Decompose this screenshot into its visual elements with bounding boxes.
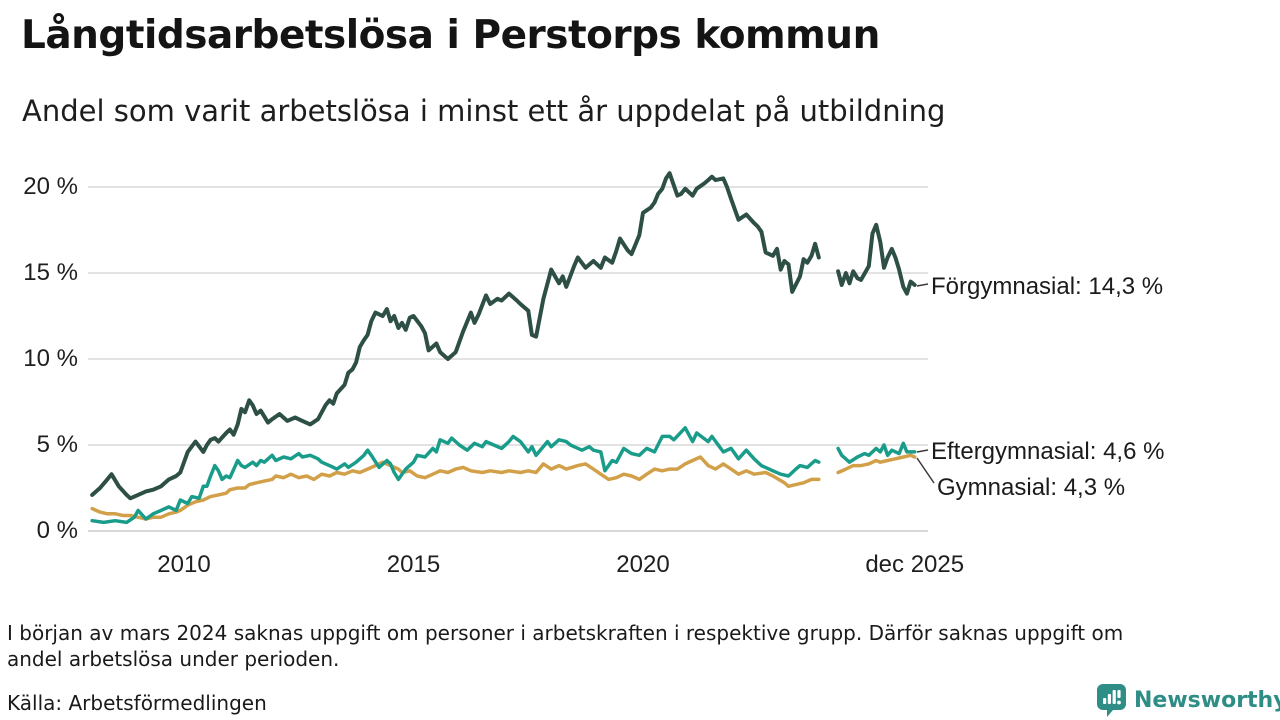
y-tick-label: 20 %: [23, 173, 78, 200]
y-tick-label: 10 %: [23, 345, 78, 372]
chart-subtitle: Andel som varit arbetslösa i minst ett å…: [22, 94, 946, 128]
series-line-gymnasial: [90, 455, 821, 521]
page-title: Långtidsarbetslösa i Perstorps kommun: [21, 13, 880, 58]
chart-footnote: I början av mars 2024 saknas uppgift om …: [7, 620, 1247, 672]
footnote-line: I början av mars 2024 saknas uppgift om …: [7, 621, 1124, 645]
source-label: Källa: Arbetsförmedlingen: [7, 691, 267, 715]
y-tick-label: 5 %: [36, 431, 78, 458]
y-tick-label: 15 %: [23, 259, 78, 286]
series-line-förgymnasial: [836, 222, 917, 296]
newsworthy-wordmark: Newsworthy: [1134, 687, 1280, 713]
label-connector: [916, 283, 929, 287]
series-line-eftergymnasial: [836, 441, 917, 464]
x-tick-label: dec 2025: [865, 551, 965, 578]
label-connector: [916, 449, 929, 453]
footnote-line: andel arbetslösa under perioden.: [7, 647, 340, 671]
x-tick-label: 2010: [157, 551, 211, 578]
series-end-label-gymnasial: Gymnasial: 4,3 %: [937, 474, 1126, 501]
y-tick-label: 0 %: [36, 517, 78, 544]
x-tick-label: 2020: [616, 551, 670, 578]
label-connector: [916, 457, 935, 484]
series-line-förgymnasial: [90, 171, 821, 501]
series-end-label-eftergymnasial: Eftergymnasial: 4,6 %: [931, 438, 1165, 465]
newsworthy-speech-bubble-bar-chart-icon: [1097, 684, 1126, 717]
series-line-gymnasial: [836, 453, 917, 475]
newsworthy-logo: Newsworthy: [1096, 683, 1280, 717]
series-end-label-förgymnasial: Förgymnasial: 14,3 %: [931, 273, 1164, 300]
series-line-eftergymnasial: [90, 426, 821, 525]
x-tick-label: 2015: [386, 551, 441, 578]
